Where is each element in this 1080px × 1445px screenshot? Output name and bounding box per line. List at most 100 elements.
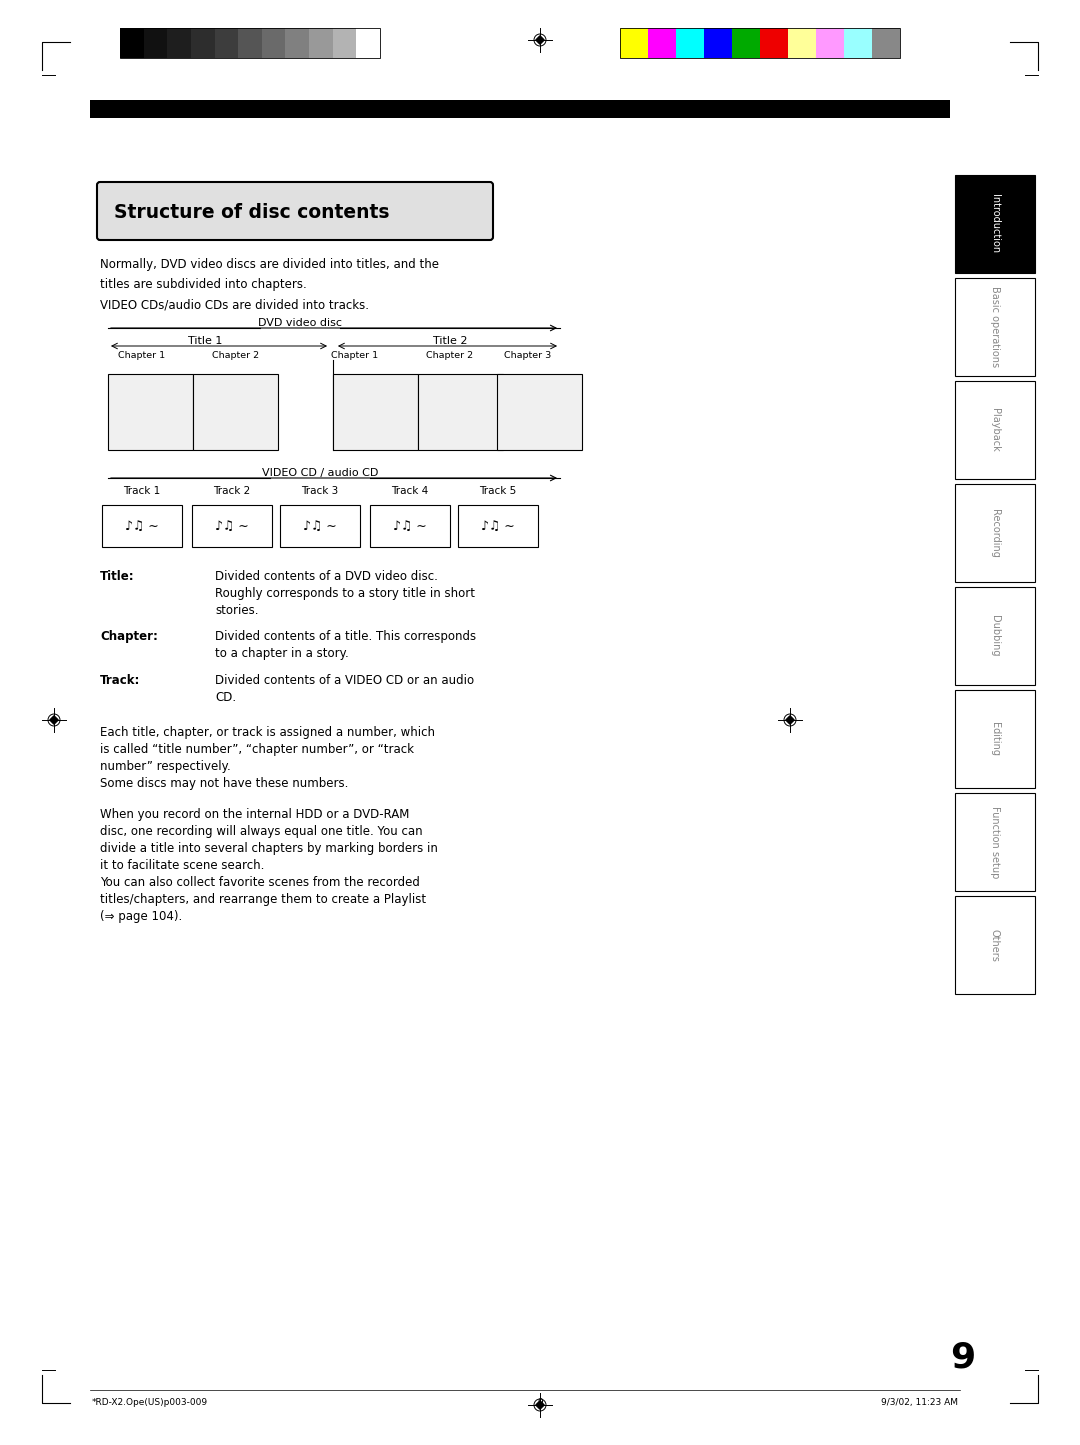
Bar — [955, 277, 1035, 376]
Text: Function setup: Function setup — [990, 806, 1000, 879]
Text: DVD video disc: DVD video disc — [258, 318, 342, 328]
Text: ♪♫ ∼: ♪♫ ∼ — [215, 520, 248, 533]
Text: 9: 9 — [537, 1397, 543, 1407]
Bar — [144, 27, 167, 58]
Bar — [760, 27, 788, 58]
Text: ♪♫ ∼: ♪♫ ∼ — [303, 520, 337, 533]
Bar — [497, 374, 582, 449]
Text: 9/3/02, 11:23 AM: 9/3/02, 11:23 AM — [881, 1397, 958, 1407]
Polygon shape — [427, 407, 495, 416]
Text: ♪♫ ∼: ♪♫ ∼ — [125, 520, 159, 533]
Bar — [280, 504, 360, 548]
Text: Structure of disc contents: Structure of disc contents — [114, 202, 390, 221]
Bar — [788, 27, 816, 58]
Bar — [955, 896, 1035, 994]
Bar — [620, 27, 648, 58]
Bar — [418, 374, 503, 449]
Bar — [955, 381, 1035, 478]
Text: ♪♫ ∼: ♪♫ ∼ — [393, 520, 427, 533]
Bar — [356, 27, 380, 58]
Bar — [620, 27, 900, 58]
Text: Chapter 2: Chapter 2 — [213, 351, 259, 360]
Text: Chapter 1: Chapter 1 — [332, 351, 379, 360]
Bar — [102, 504, 183, 548]
Text: Title:: Title: — [100, 569, 135, 582]
Text: Normally, DVD video discs are divided into titles, and the: Normally, DVD video discs are divided in… — [100, 259, 438, 272]
Text: Track 5: Track 5 — [480, 486, 516, 496]
Bar — [192, 504, 272, 548]
Polygon shape — [786, 715, 794, 724]
Bar — [90, 100, 950, 118]
Polygon shape — [536, 1400, 544, 1409]
Bar — [816, 27, 843, 58]
Bar — [309, 27, 333, 58]
Polygon shape — [536, 36, 544, 45]
Text: Divided contents of a title. This corresponds
to a chapter in a story.: Divided contents of a title. This corres… — [215, 630, 476, 660]
Bar — [704, 27, 732, 58]
Text: VIDEO CDs/audio CDs are divided into tracks.: VIDEO CDs/audio CDs are divided into tra… — [100, 298, 369, 311]
Bar — [215, 27, 239, 58]
Circle shape — [219, 396, 253, 429]
Bar — [370, 504, 450, 548]
Text: Track 2: Track 2 — [214, 486, 251, 496]
Bar — [193, 374, 278, 449]
Bar — [167, 27, 191, 58]
Polygon shape — [448, 416, 473, 435]
Text: Editing: Editing — [990, 722, 1000, 756]
Text: Chapter 2: Chapter 2 — [427, 351, 473, 360]
Polygon shape — [50, 715, 58, 724]
Text: Each title, chapter, or track is assigned a number, which
is called “title numbe: Each title, chapter, or track is assigne… — [100, 725, 435, 790]
Bar — [333, 27, 356, 58]
Bar — [239, 27, 261, 58]
FancyBboxPatch shape — [97, 182, 492, 240]
Bar — [648, 27, 676, 58]
Text: ♪♫ ∼: ♪♫ ∼ — [481, 520, 515, 533]
Text: 9: 9 — [950, 1340, 975, 1374]
Bar — [120, 27, 380, 58]
Text: When you record on the internal HDD or a DVD-RAM
disc, one recording will always: When you record on the internal HDD or a… — [100, 808, 437, 923]
Text: Introduction: Introduction — [990, 195, 1000, 253]
Bar — [843, 27, 872, 58]
Circle shape — [511, 420, 526, 436]
Bar — [261, 27, 285, 58]
Bar — [285, 27, 309, 58]
FancyBboxPatch shape — [514, 389, 565, 410]
Bar — [955, 484, 1035, 582]
Bar — [120, 27, 144, 58]
Bar — [676, 27, 704, 58]
Bar — [955, 175, 1035, 273]
Text: Track 1: Track 1 — [123, 486, 161, 496]
Bar — [108, 374, 193, 449]
Text: Divided contents of a DVD video disc.
Roughly corresponds to a story title in sh: Divided contents of a DVD video disc. Ro… — [215, 569, 475, 617]
Text: Dubbing: Dubbing — [990, 616, 1000, 656]
Text: Recording: Recording — [990, 509, 1000, 558]
Circle shape — [133, 384, 151, 402]
Text: *RD-X2.Ope(US)p003-009: *RD-X2.Ope(US)p003-009 — [92, 1397, 208, 1407]
Text: Title 2: Title 2 — [433, 337, 468, 345]
Bar — [458, 504, 538, 548]
Text: titles are subdivided into chapters.: titles are subdivided into chapters. — [100, 277, 307, 290]
Bar — [333, 374, 418, 449]
Text: Chapter 1: Chapter 1 — [119, 351, 165, 360]
Text: Chapter:: Chapter: — [100, 630, 158, 643]
Bar — [732, 27, 760, 58]
Text: VIDEO CD / audio CD: VIDEO CD / audio CD — [261, 468, 378, 478]
Polygon shape — [376, 397, 401, 419]
FancyBboxPatch shape — [502, 406, 577, 429]
Text: Others: Others — [990, 929, 1000, 961]
Polygon shape — [341, 428, 409, 442]
Text: Chapter 3: Chapter 3 — [504, 351, 552, 360]
Text: Track 3: Track 3 — [301, 486, 339, 496]
Text: Title 1: Title 1 — [188, 337, 222, 345]
Bar — [955, 587, 1035, 685]
Text: Playback: Playback — [990, 407, 1000, 452]
Text: Track:: Track: — [100, 673, 140, 686]
Bar — [955, 793, 1035, 892]
Text: Divided contents of a VIDEO CD or an audio
CD.: Divided contents of a VIDEO CD or an aud… — [215, 673, 474, 704]
Bar — [191, 27, 215, 58]
Bar — [872, 27, 900, 58]
Circle shape — [553, 420, 568, 436]
Bar — [955, 691, 1035, 788]
Text: Basic operations: Basic operations — [990, 286, 1000, 367]
Polygon shape — [216, 389, 229, 400]
